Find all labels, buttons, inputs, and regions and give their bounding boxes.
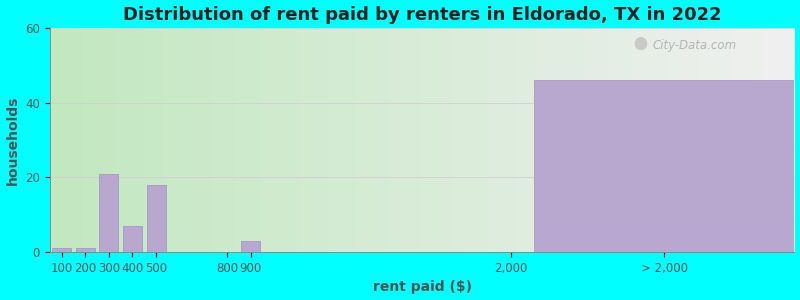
Title: Distribution of rent paid by renters in Eldorado, TX in 2022: Distribution of rent paid by renters in … xyxy=(122,6,722,24)
Bar xyxy=(76,248,94,252)
Bar xyxy=(99,174,118,252)
Text: ⬤: ⬤ xyxy=(634,37,647,50)
Text: City-Data.com: City-Data.com xyxy=(653,39,737,52)
Bar xyxy=(123,226,142,252)
Bar xyxy=(52,248,71,252)
Bar xyxy=(146,185,166,252)
Bar xyxy=(534,80,794,252)
Bar xyxy=(242,241,260,252)
Y-axis label: households: households xyxy=(6,95,19,185)
X-axis label: rent paid ($): rent paid ($) xyxy=(373,280,471,294)
